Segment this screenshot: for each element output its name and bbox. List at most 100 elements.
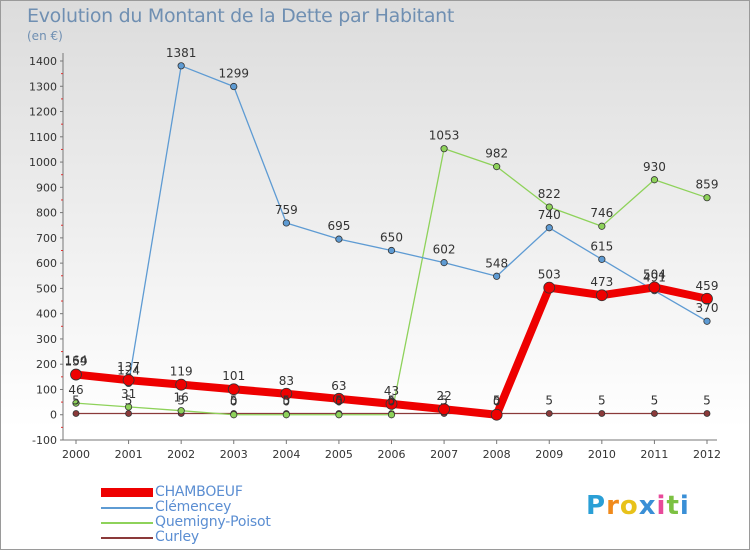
data-point bbox=[333, 392, 345, 405]
data-label: 43 bbox=[384, 384, 399, 398]
data-label: 5 bbox=[283, 393, 291, 407]
x-tick-label: 2010 bbox=[588, 448, 616, 461]
data-label: 930 bbox=[643, 160, 666, 174]
data-label: 0 bbox=[283, 395, 291, 409]
data-label: 46 bbox=[68, 383, 83, 397]
y-tick-label: 900 bbox=[36, 181, 57, 194]
data-point bbox=[280, 387, 293, 400]
data-point bbox=[545, 224, 553, 232]
logo-letter: x bbox=[638, 491, 657, 521]
x-tick-label: 2005 bbox=[325, 448, 353, 461]
data-point bbox=[227, 383, 240, 396]
data-label: 548 bbox=[485, 256, 508, 270]
data-label: 5 bbox=[230, 393, 238, 407]
legend-label: Curley bbox=[155, 529, 199, 545]
data-label: 5 bbox=[598, 393, 606, 407]
series-line-clémencey bbox=[75, 65, 708, 385]
logo-letter: i bbox=[656, 491, 667, 521]
y-tick-label: 500 bbox=[36, 282, 57, 295]
legend-label: Quemigny-Poisot bbox=[155, 514, 271, 530]
data-point bbox=[230, 82, 238, 91]
data-point bbox=[545, 410, 553, 417]
data-point bbox=[493, 163, 501, 171]
data-label: 982 bbox=[485, 147, 508, 161]
x-tick-label: 2000 bbox=[62, 448, 90, 461]
data-point bbox=[177, 407, 185, 415]
legend-item: Curley bbox=[101, 530, 271, 545]
chart-subtitle: (en €) bbox=[27, 29, 63, 43]
data-label: 602 bbox=[433, 243, 456, 257]
x-tick-label: 2009 bbox=[535, 448, 563, 461]
y-tick-label: 700 bbox=[36, 232, 57, 245]
data-label: 822 bbox=[538, 187, 561, 201]
data-point bbox=[648, 281, 661, 294]
data-label: 1053 bbox=[429, 129, 460, 143]
data-label: 5 bbox=[545, 393, 553, 407]
data-label: 5 bbox=[72, 393, 80, 407]
data-label: 137 bbox=[117, 360, 140, 374]
data-label: 859 bbox=[696, 178, 719, 192]
data-label: 0 bbox=[335, 395, 343, 409]
data-point bbox=[175, 378, 188, 391]
data-label: 5 bbox=[651, 393, 659, 407]
y-tick-label: 600 bbox=[36, 257, 57, 270]
data-label: 124 bbox=[117, 363, 140, 377]
legend-item: CHAMBOEUF bbox=[101, 485, 271, 500]
data-label: 16 bbox=[174, 391, 189, 405]
legend-swatch bbox=[101, 536, 153, 539]
legend-item: Clémencey bbox=[101, 500, 271, 515]
data-point bbox=[598, 255, 606, 263]
y-tick-label: -100 bbox=[32, 434, 57, 447]
y-tick-label: 1100 bbox=[29, 131, 57, 144]
data-label: 459 bbox=[696, 279, 719, 293]
legend-label: Clémencey bbox=[155, 499, 232, 515]
x-tick-label: 2007 bbox=[430, 448, 458, 461]
data-label: 31 bbox=[121, 387, 136, 401]
data-label: 503 bbox=[538, 268, 561, 282]
data-label: 1381 bbox=[166, 46, 197, 60]
data-label: 491 bbox=[643, 271, 666, 285]
y-tick-label: 0 bbox=[50, 409, 57, 422]
data-point bbox=[385, 397, 398, 410]
data-point bbox=[125, 410, 132, 417]
logo-letter: o bbox=[619, 491, 639, 521]
data-label: 746 bbox=[590, 206, 613, 220]
legend-swatch bbox=[101, 506, 153, 509]
data-label: 5 bbox=[440, 393, 448, 407]
data-label: 5 bbox=[177, 393, 185, 407]
data-point bbox=[440, 259, 448, 267]
data-label: 63 bbox=[331, 379, 346, 393]
data-label: 695 bbox=[327, 219, 350, 233]
data-label: 5 bbox=[388, 393, 396, 407]
data-point bbox=[72, 410, 80, 417]
x-tick-label: 2006 bbox=[378, 448, 406, 461]
x-tick-label: 2003 bbox=[220, 448, 248, 461]
data-label: 370 bbox=[696, 301, 719, 315]
data-point bbox=[72, 399, 80, 407]
chart-legend: CHAMBOEUF Clémencey Quemigny-Poisot Curley bbox=[101, 485, 271, 545]
x-tick-label: 2011 bbox=[640, 448, 668, 461]
data-label: 650 bbox=[380, 231, 403, 245]
data-label: 83 bbox=[279, 374, 294, 388]
y-tick-label: 200 bbox=[36, 358, 57, 371]
data-point bbox=[703, 194, 711, 202]
data-point bbox=[230, 411, 238, 419]
legend-swatch bbox=[101, 488, 153, 497]
data-point bbox=[282, 219, 290, 227]
data-point bbox=[282, 411, 290, 419]
y-tick-label: 1300 bbox=[29, 80, 57, 93]
data-label: 5 bbox=[703, 393, 711, 407]
y-tick-label: 100 bbox=[36, 383, 57, 396]
x-tick-label: 2002 bbox=[167, 448, 195, 461]
chart-title: Evolution du Montant de la Dette par Hab… bbox=[27, 5, 455, 27]
legend-label: CHAMBOEUF bbox=[155, 484, 243, 500]
data-label: 119 bbox=[170, 365, 193, 379]
data-point bbox=[387, 246, 396, 255]
y-tick-label: 1400 bbox=[29, 55, 57, 68]
data-point bbox=[598, 222, 606, 230]
data-point bbox=[440, 145, 448, 153]
y-tick-label: 1000 bbox=[29, 156, 57, 169]
x-tick-label: 2008 bbox=[483, 448, 511, 461]
data-label: 0 bbox=[230, 395, 238, 409]
